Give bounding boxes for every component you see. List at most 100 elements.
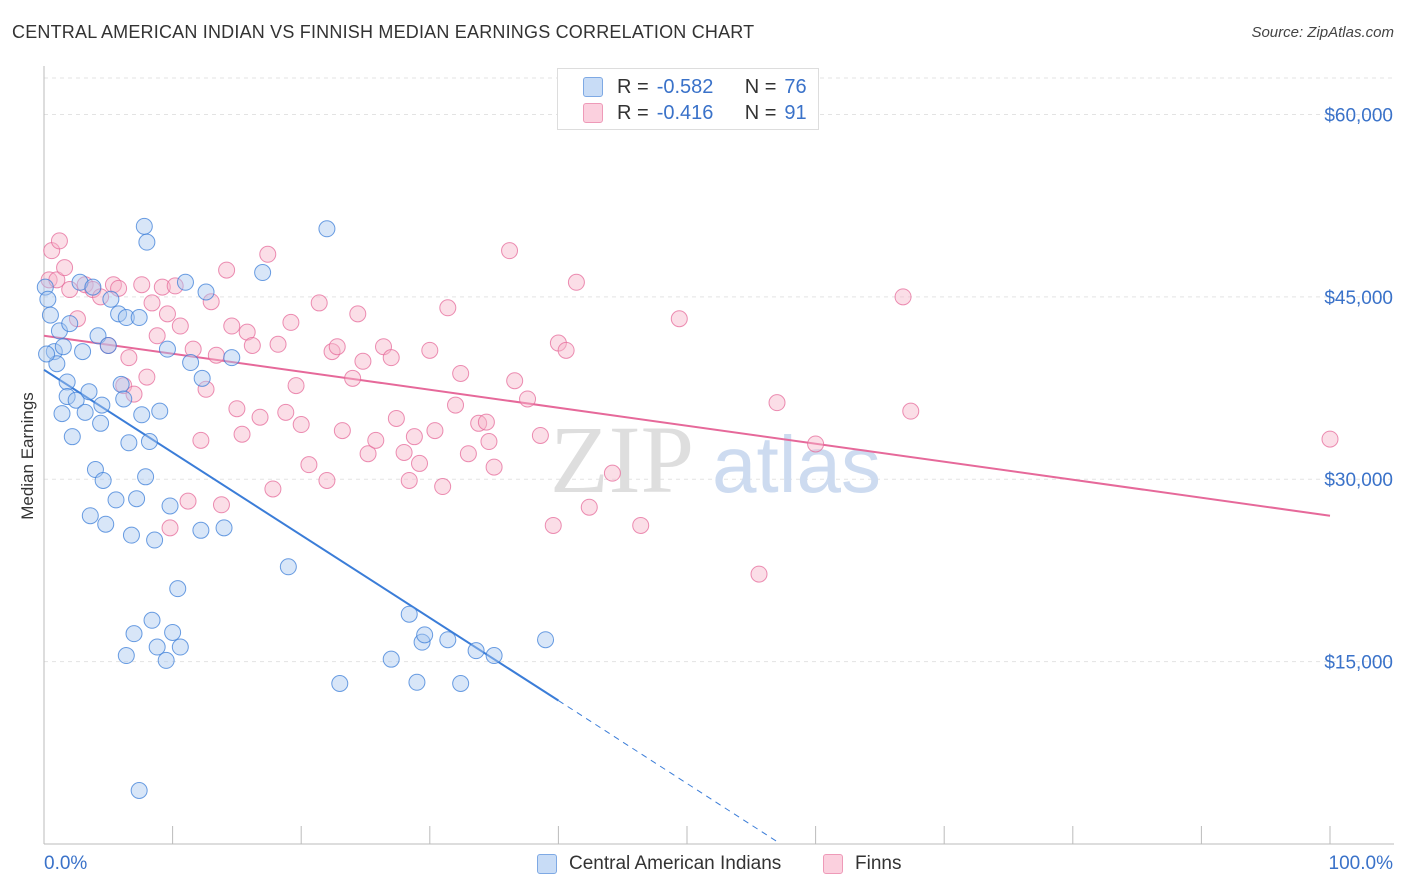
- point-finns: [477, 413, 495, 431]
- point-finns: [179, 492, 197, 510]
- n-value: 91: [784, 101, 807, 124]
- n-label: N =: [744, 101, 777, 124]
- point-central-american-indians: [128, 490, 146, 508]
- point-finns: [400, 471, 418, 489]
- point-finns: [138, 368, 156, 386]
- point-central-american-indians: [110, 305, 128, 323]
- point-finns: [531, 426, 549, 444]
- point-finns: [259, 245, 277, 263]
- trend-line-finns: [43, 334, 1331, 517]
- point-central-american-indians: [143, 611, 161, 629]
- source-credit: Source: ZipAtlas.com: [1251, 24, 1394, 41]
- point-finns: [310, 294, 328, 312]
- point-central-american-indians: [58, 373, 76, 391]
- tick-labels: $60,000 $45,000 $30,000 $15,000 0.0% 100.0%: [44, 105, 1393, 874]
- point-central-american-indians: [130, 782, 148, 800]
- point-central-american-indians: [161, 497, 179, 515]
- point-finns: [184, 340, 202, 358]
- point-finns: [367, 431, 385, 449]
- legend-label: Central American Indians: [569, 853, 782, 874]
- point-finns: [485, 458, 503, 476]
- point-central-american-indians: [157, 651, 175, 669]
- point-finns: [768, 394, 786, 412]
- point-central-american-indians: [53, 405, 71, 423]
- point-finns: [171, 317, 189, 335]
- point-finns: [387, 409, 405, 427]
- point-finns: [344, 369, 362, 387]
- y-tick-label: $60,000: [1324, 105, 1393, 126]
- x-tick-label: 100.0%: [1329, 853, 1394, 874]
- point-central-american-indians: [41, 306, 59, 324]
- point-finns: [480, 433, 498, 451]
- point-central-american-indians: [122, 526, 140, 544]
- point-finns: [207, 346, 225, 364]
- point-central-american-indians: [61, 315, 79, 333]
- point-finns: [902, 402, 920, 420]
- y-tick-label: $15,000: [1324, 653, 1393, 674]
- point-central-american-indians: [81, 507, 99, 525]
- legend-item-central-american-indians: Central American Indians: [537, 852, 781, 876]
- point-finns: [153, 278, 171, 296]
- point-central-american-indians: [169, 580, 187, 598]
- point-finns: [1321, 430, 1339, 448]
- point-central-american-indians: [192, 521, 210, 539]
- point-finns: [567, 273, 585, 291]
- r-value: -0.582: [656, 75, 714, 98]
- point-central-american-indians: [452, 675, 470, 693]
- point-central-american-indians: [223, 349, 241, 367]
- point-central-american-indians: [151, 402, 169, 420]
- point-finns: [133, 276, 151, 294]
- point-central-american-indians: [137, 468, 155, 486]
- point-central-american-indians: [94, 471, 112, 489]
- point-central-american-indians: [182, 354, 200, 372]
- point-finns: [359, 445, 377, 463]
- point-central-american-indians: [112, 375, 130, 393]
- watermark-atlas: atlas: [712, 420, 881, 509]
- point-finns: [323, 343, 341, 361]
- point-central-american-indians: [254, 264, 272, 282]
- point-central-american-indians: [107, 491, 125, 509]
- n-label: N =: [744, 75, 777, 98]
- point-central-american-indians: [133, 406, 151, 424]
- point-central-american-indians: [48, 355, 66, 373]
- legend-label: Finns: [855, 853, 902, 874]
- y-tick-label: $45,000: [1324, 288, 1393, 309]
- point-finns: [603, 464, 621, 482]
- point-finns: [580, 498, 598, 516]
- r-label: R =: [617, 101, 649, 124]
- watermark-zip: ZIP: [550, 406, 694, 513]
- point-central-american-indians: [135, 217, 153, 235]
- point-central-american-indians: [318, 220, 336, 238]
- point-central-american-indians: [117, 647, 135, 665]
- point-finns: [192, 431, 210, 449]
- point-finns: [670, 310, 688, 328]
- point-central-american-indians: [38, 345, 56, 363]
- point-finns: [161, 519, 179, 537]
- point-finns: [452, 364, 470, 382]
- legend-row-central-american-indians: R = -0.582 N = 76: [583, 74, 807, 100]
- point-finns: [300, 456, 318, 474]
- point-finns: [382, 349, 400, 367]
- point-central-american-indians: [400, 605, 418, 623]
- point-finns: [292, 416, 310, 434]
- legend-item-finns: Finns: [823, 852, 901, 876]
- point-central-american-indians: [193, 369, 211, 387]
- point-finns: [328, 338, 346, 356]
- point-central-american-indians: [140, 433, 158, 451]
- point-finns: [223, 317, 241, 335]
- trend-lines: [43, 334, 1331, 842]
- point-finns: [264, 480, 282, 498]
- point-finns: [56, 259, 74, 277]
- point-finns: [349, 305, 367, 323]
- point-central-american-indians: [71, 273, 89, 291]
- point-finns: [238, 323, 256, 341]
- point-central-american-indians: [67, 391, 85, 409]
- point-finns: [282, 313, 300, 331]
- point-finns: [228, 400, 246, 418]
- point-finns: [434, 478, 452, 496]
- point-finns: [125, 385, 143, 403]
- legend-swatch-pink: [583, 103, 603, 123]
- point-finns: [426, 422, 444, 440]
- data-points: [36, 217, 1339, 800]
